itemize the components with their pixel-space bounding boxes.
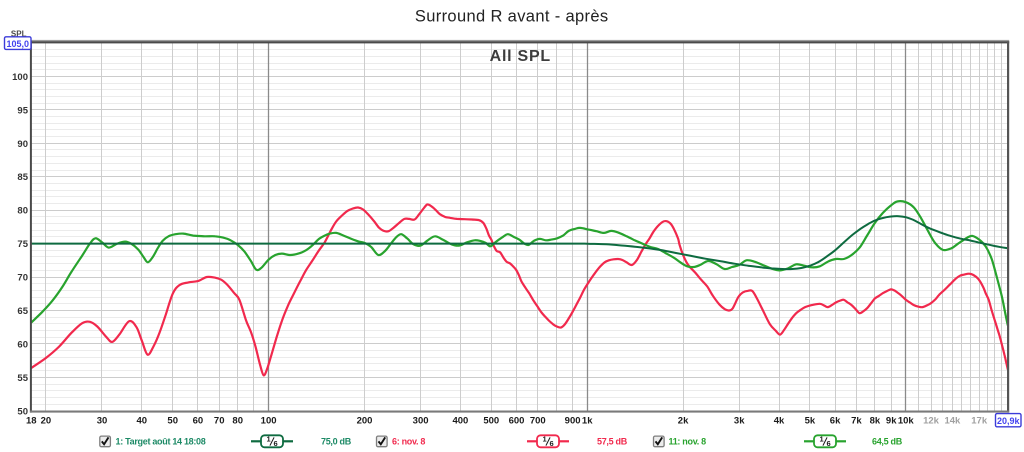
svg-text:50: 50 <box>17 406 28 417</box>
svg-text:All SPL: All SPL <box>490 48 551 65</box>
svg-text:1: 1 <box>543 435 547 444</box>
svg-text:7k: 7k <box>851 415 862 426</box>
svg-text:65: 65 <box>17 306 28 317</box>
svg-text:80: 80 <box>232 415 243 426</box>
svg-text:100: 100 <box>261 415 277 426</box>
svg-text:600: 600 <box>509 415 525 426</box>
svg-text:75: 75 <box>17 239 28 250</box>
svg-text:9k: 9k <box>886 415 897 426</box>
svg-text:5k: 5k <box>805 415 816 426</box>
svg-text:Surround R avant - après: Surround R avant - après <box>415 8 609 26</box>
svg-text:50: 50 <box>167 415 178 426</box>
svg-text:4k: 4k <box>774 415 785 426</box>
svg-text:6: 6 <box>550 439 554 448</box>
svg-text:17k: 17k <box>971 415 988 426</box>
svg-text:1: Target août 14 18:08: 1: Target août 14 18:08 <box>116 437 206 447</box>
svg-text:75,0 dB: 75,0 dB <box>321 437 352 447</box>
svg-text:57,5 dB: 57,5 dB <box>597 437 628 447</box>
svg-text:18: 18 <box>26 415 37 426</box>
svg-text:64,5 dB: 64,5 dB <box>872 437 903 447</box>
svg-text:6k: 6k <box>830 415 841 426</box>
svg-text:95: 95 <box>17 105 28 116</box>
svg-text:80: 80 <box>17 206 28 217</box>
svg-text:20: 20 <box>41 415 52 426</box>
svg-text:100: 100 <box>12 72 28 83</box>
svg-text:85: 85 <box>17 172 28 183</box>
svg-text:30: 30 <box>97 415 108 426</box>
svg-text:6: nov. 8: 6: nov. 8 <box>392 437 425 447</box>
svg-text:6: 6 <box>827 439 831 448</box>
svg-text:40: 40 <box>137 415 148 426</box>
svg-text:105,0: 105,0 <box>7 39 30 49</box>
svg-text:70: 70 <box>214 415 225 426</box>
svg-text:2k: 2k <box>678 415 689 426</box>
svg-text:14k: 14k <box>944 415 961 426</box>
svg-text:20,9k: 20,9k <box>997 416 1021 426</box>
svg-text:900: 900 <box>565 415 581 426</box>
svg-text:55: 55 <box>17 373 28 384</box>
svg-text:6: 6 <box>274 439 278 448</box>
svg-text:300: 300 <box>413 415 429 426</box>
svg-text:200: 200 <box>357 415 373 426</box>
svg-text:3k: 3k <box>734 415 745 426</box>
svg-text:10k: 10k <box>898 415 915 426</box>
svg-text:60: 60 <box>193 415 204 426</box>
svg-text:90: 90 <box>17 139 28 150</box>
svg-text:60: 60 <box>17 339 28 350</box>
svg-text:700: 700 <box>530 415 546 426</box>
svg-text:8k: 8k <box>870 415 881 426</box>
svg-text:1: 1 <box>820 435 824 444</box>
svg-text:1: 1 <box>267 435 271 444</box>
svg-text:SPL: SPL <box>11 30 27 39</box>
svg-text:70: 70 <box>17 273 28 284</box>
svg-text:500: 500 <box>483 415 499 426</box>
svg-text:12k: 12k <box>923 415 940 426</box>
svg-text:1k: 1k <box>582 415 593 426</box>
svg-text:11: nov. 8: 11: nov. 8 <box>669 437 707 447</box>
svg-text:400: 400 <box>452 415 468 426</box>
